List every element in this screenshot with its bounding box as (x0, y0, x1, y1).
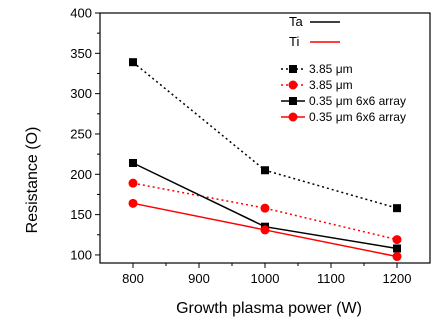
x-tick-label: 900 (188, 271, 210, 286)
data-point (261, 166, 269, 174)
series-line (133, 62, 397, 208)
data-point (129, 58, 137, 66)
legend-series-label: 0.35 μm 6x6 array (309, 110, 406, 124)
x-tick-label: 1100 (317, 271, 345, 286)
y-tick-label: 350 (70, 46, 92, 61)
x-tick-label: 1000 (251, 271, 280, 286)
series-1 (129, 58, 401, 212)
y-axis-label: Resistance (O) (24, 127, 41, 234)
legend-series-marker (289, 81, 298, 90)
legend-series-label: 0.35 μm 6x6 array (309, 94, 406, 108)
legend-series-marker (289, 113, 298, 122)
y-tick-label: 250 (70, 126, 92, 141)
data-point (393, 204, 401, 212)
data-point (129, 159, 137, 167)
legend-series-label: 3.85 μm (309, 62, 353, 76)
legend-series-marker (289, 65, 297, 73)
data-point (261, 225, 270, 234)
legend-series-label: 3.85 μm (309, 78, 353, 92)
data-point (129, 179, 138, 188)
data-point (129, 199, 138, 208)
x-tick-label: 800 (122, 271, 144, 286)
legend-material-label: Ti (289, 34, 299, 49)
y-tick-label: 200 (70, 167, 92, 182)
y-tick-label: 400 (70, 6, 92, 21)
x-tick-label: 1200 (383, 271, 412, 286)
legend-material-label: Ta (289, 14, 304, 29)
data-point (393, 252, 402, 261)
legend-series-marker (289, 97, 297, 105)
data-point (393, 235, 402, 244)
x-axis-label: Growth plasma power (W) (176, 300, 362, 317)
y-tick-label: 100 (70, 247, 92, 262)
y-tick-label: 300 (70, 86, 92, 101)
y-tick-label: 150 (70, 207, 92, 222)
data-point (393, 244, 401, 252)
data-point (261, 204, 270, 213)
